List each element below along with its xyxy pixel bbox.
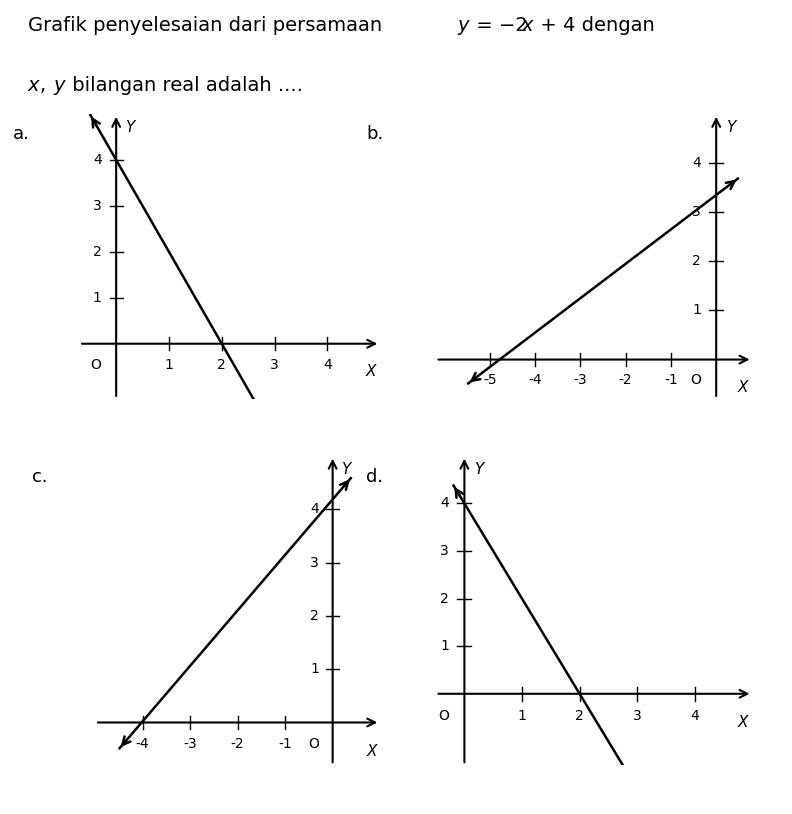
Text: 4: 4 [93, 153, 101, 167]
Text: 1: 1 [517, 709, 527, 723]
Text: -2: -2 [230, 737, 245, 751]
Text: 2: 2 [93, 245, 101, 259]
Text: 2: 2 [440, 592, 449, 606]
Text: X: X [737, 716, 748, 730]
Text: y: y [458, 16, 470, 35]
Text: 4: 4 [323, 357, 332, 371]
Text: ,: , [40, 77, 52, 95]
Text: + 4 dengan: + 4 dengan [534, 16, 654, 35]
Text: 4: 4 [440, 497, 449, 510]
Text: 1: 1 [165, 357, 173, 371]
Text: -1: -1 [278, 737, 292, 751]
Text: -5: -5 [483, 374, 497, 387]
Text: O: O [308, 737, 319, 751]
Text: -1: -1 [664, 374, 678, 387]
Text: 4: 4 [691, 709, 699, 723]
Text: y: y [54, 77, 66, 95]
Text: x: x [522, 16, 534, 35]
Text: d.: d. [366, 468, 383, 486]
Text: O: O [91, 357, 101, 371]
Text: 4: 4 [310, 502, 319, 516]
Text: x: x [28, 77, 40, 95]
Text: a.: a. [13, 125, 30, 143]
Text: b.: b. [366, 125, 383, 143]
Text: -3: -3 [183, 737, 197, 751]
Text: 3: 3 [93, 199, 101, 213]
Text: Y: Y [474, 462, 483, 477]
Text: 3: 3 [633, 709, 642, 723]
Text: 2: 2 [310, 609, 319, 623]
Text: Grafik penyelesaian dari persamaan: Grafik penyelesaian dari persamaan [28, 16, 388, 35]
Text: -4: -4 [528, 374, 542, 387]
Text: 2: 2 [217, 357, 227, 371]
Text: 4: 4 [692, 156, 701, 170]
Text: Y: Y [341, 462, 351, 477]
Text: Y: Y [125, 120, 135, 134]
Text: O: O [438, 709, 449, 723]
Text: X: X [367, 744, 377, 759]
Text: X: X [737, 379, 748, 395]
Text: -4: -4 [135, 737, 150, 751]
Text: 1: 1 [93, 291, 101, 304]
Text: c.: c. [32, 468, 48, 486]
Text: = −2: = −2 [470, 16, 528, 35]
Text: 3: 3 [692, 205, 701, 219]
Text: Y: Y [725, 120, 735, 134]
Text: 2: 2 [692, 254, 701, 269]
Text: O: O [690, 374, 701, 387]
Text: 2: 2 [575, 709, 584, 723]
Text: 1: 1 [692, 304, 701, 317]
Text: 1: 1 [310, 662, 319, 676]
Text: 3: 3 [310, 555, 319, 570]
Text: -2: -2 [619, 374, 633, 387]
Text: X: X [366, 364, 376, 379]
Text: bilangan real adalah ....: bilangan real adalah .... [66, 77, 303, 95]
Text: 3: 3 [440, 544, 449, 558]
Text: 1: 1 [440, 639, 449, 653]
Text: 3: 3 [270, 357, 279, 371]
Text: -3: -3 [573, 374, 587, 387]
